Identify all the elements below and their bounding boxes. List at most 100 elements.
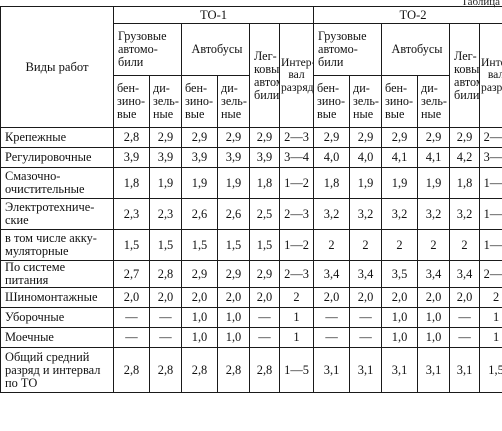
to2-trucks-petrol-header: бен- зино- вые: [313, 75, 351, 128]
grade-cell: —: [249, 307, 280, 328]
to1-buses-header: Автобусы: [181, 23, 250, 76]
to2-header: ТО-2: [313, 6, 502, 24]
to1-interval-header: Интер- вал разрядов: [278, 23, 315, 128]
grade-cell: 2,9: [313, 127, 351, 148]
grade-cell: 2,9: [449, 127, 481, 148]
grade-cell: 3,1: [417, 347, 451, 393]
grade-cell: 2: [381, 229, 419, 261]
grade-cell: 2,9: [149, 127, 182, 148]
table-row: Смазочно- очистительные 1,8 1,9 1,9 1,9 1,8 1—…: [0, 167, 502, 199]
table-row: в том числе акку- муляторные 1,5 1,5 1,5 1,5…: [0, 229, 502, 261]
grade-cell: 3,2: [381, 198, 419, 230]
grade-cell: 2,8: [149, 347, 182, 393]
grade-cell: 2: [349, 229, 383, 261]
grade-cell: —: [449, 307, 481, 328]
table-row: Шиномонтажные 2,0 2,0 2,0 2,0 2,0 2 2,0 2,0 2,0 2,…: [0, 287, 502, 308]
grade-cell: 1,8: [449, 167, 481, 199]
grade-cell: 2,8: [249, 347, 280, 393]
grade-cell: 1,9: [417, 167, 451, 199]
grade-cell: 2,9: [181, 127, 218, 148]
grade-cell: 2,0: [249, 287, 280, 308]
grade-cell: 3,9: [149, 147, 182, 168]
grade-cell: 2,9: [181, 260, 218, 288]
grade-cell: 4,0: [349, 147, 383, 168]
grade-cell: 4,0: [313, 147, 351, 168]
grade-cell: 2,0: [349, 287, 383, 308]
grade-cell: 3,1: [349, 347, 383, 393]
to2-trucks-header: Грузовые автомо- били: [313, 23, 383, 76]
grade-cell: 3,9: [113, 147, 150, 168]
work-name-cell: Шиномонтажные: [0, 287, 114, 308]
grade-cell: 2,9: [249, 127, 280, 148]
work-name-cell: Смазочно- очистительные: [0, 167, 114, 199]
to2-buses-diesel-header: ди- зель- ные: [417, 75, 451, 128]
grade-cell: 3,1: [313, 347, 351, 393]
interval-cell: 1—2: [479, 167, 502, 199]
grade-cell: 1,0: [217, 327, 250, 348]
table-row: По системе питания 2,7 2,8 2,9 2,9 2,9 2—3 3,4 3…: [0, 260, 502, 288]
work-name-cell: Уборочные: [0, 307, 114, 328]
interval-cell: 1—3: [479, 229, 502, 261]
grade-cell: 2,9: [249, 260, 280, 288]
to1-trucks-petrol-header: бен- зино- вые: [113, 75, 150, 128]
to1-cars-header: Лег- ковые автомо- били: [249, 23, 280, 128]
interval-cell: 2—3: [479, 127, 502, 148]
interval-cell: 1: [479, 327, 502, 348]
to2-buses-header: Автобусы: [381, 23, 451, 76]
grade-cell: 3,4: [349, 260, 383, 288]
grade-cell: 3,5: [381, 260, 419, 288]
interval-cell: 1—2: [278, 167, 315, 199]
grade-cell: 3,9: [249, 147, 280, 168]
grade-cell: 1,0: [417, 307, 451, 328]
grade-cell: —: [313, 307, 351, 328]
interval-cell: 1—5: [479, 198, 502, 230]
grade-cell: 1,9: [349, 167, 383, 199]
grade-cell: 2: [449, 229, 481, 261]
work-name-cell: в том числе акку- муляторные: [0, 229, 114, 261]
grade-cell: 1,0: [417, 327, 451, 348]
to1-buses-diesel-header: ди- зель- ные: [217, 75, 250, 128]
grade-cell: 1,5: [113, 229, 150, 261]
grade-cell: 2,5: [249, 198, 280, 230]
grade-cell: 2,0: [449, 287, 481, 308]
grade-cell: 2,0: [313, 287, 351, 308]
grade-cell: —: [449, 327, 481, 348]
grade-cell: 1,9: [381, 167, 419, 199]
grade-cell: 2,3: [113, 198, 150, 230]
grade-cell: 4,2: [449, 147, 481, 168]
interval-cell: 3—5: [479, 147, 502, 168]
grade-cell: 4,1: [417, 147, 451, 168]
header-row-fuel: бен- зино- вые ди- зель- ные бен- зино- …: [1, 75, 502, 128]
grade-cell: —: [313, 327, 351, 348]
interval-cell: 2—3: [278, 260, 315, 288]
grade-cell: 2,0: [149, 287, 182, 308]
grade-cell: 2,8: [113, 127, 150, 148]
corner-note: Таблица: [461, 0, 500, 8]
grade-cell: —: [349, 307, 383, 328]
grade-cell: 2,9: [217, 260, 250, 288]
grade-cell: 1,9: [217, 167, 250, 199]
grade-cell: 1,5: [149, 229, 182, 261]
grade-cell: 3,9: [181, 147, 218, 168]
interval-cell: 1: [479, 307, 502, 328]
grade-cell: 3,2: [449, 198, 481, 230]
grade-cell: 2,0: [417, 287, 451, 308]
grade-cell: 2,9: [381, 127, 419, 148]
grade-cell: 3,4: [449, 260, 481, 288]
grade-cell: 2,9: [349, 127, 383, 148]
interval-cell: 1—2: [278, 229, 315, 261]
grade-cell: 3,4: [313, 260, 351, 288]
to1-header: ТО-1: [112, 6, 315, 24]
grade-cell: 1,0: [217, 307, 250, 328]
interval-cell: 3—4: [278, 147, 315, 168]
grade-cell: 2,3: [149, 198, 182, 230]
grade-cell: 2,6: [181, 198, 218, 230]
interval-cell: 1: [278, 307, 315, 328]
grade-cell: —: [349, 327, 383, 348]
grade-cell: 3,9: [217, 147, 250, 168]
grade-cell: 1,8: [249, 167, 280, 199]
grade-cell: —: [113, 327, 150, 348]
grade-cell: 3,2: [313, 198, 351, 230]
grade-cell: 2: [417, 229, 451, 261]
table-row: Общий средний разряд и интервал по ТО 2,8…: [0, 347, 502, 393]
